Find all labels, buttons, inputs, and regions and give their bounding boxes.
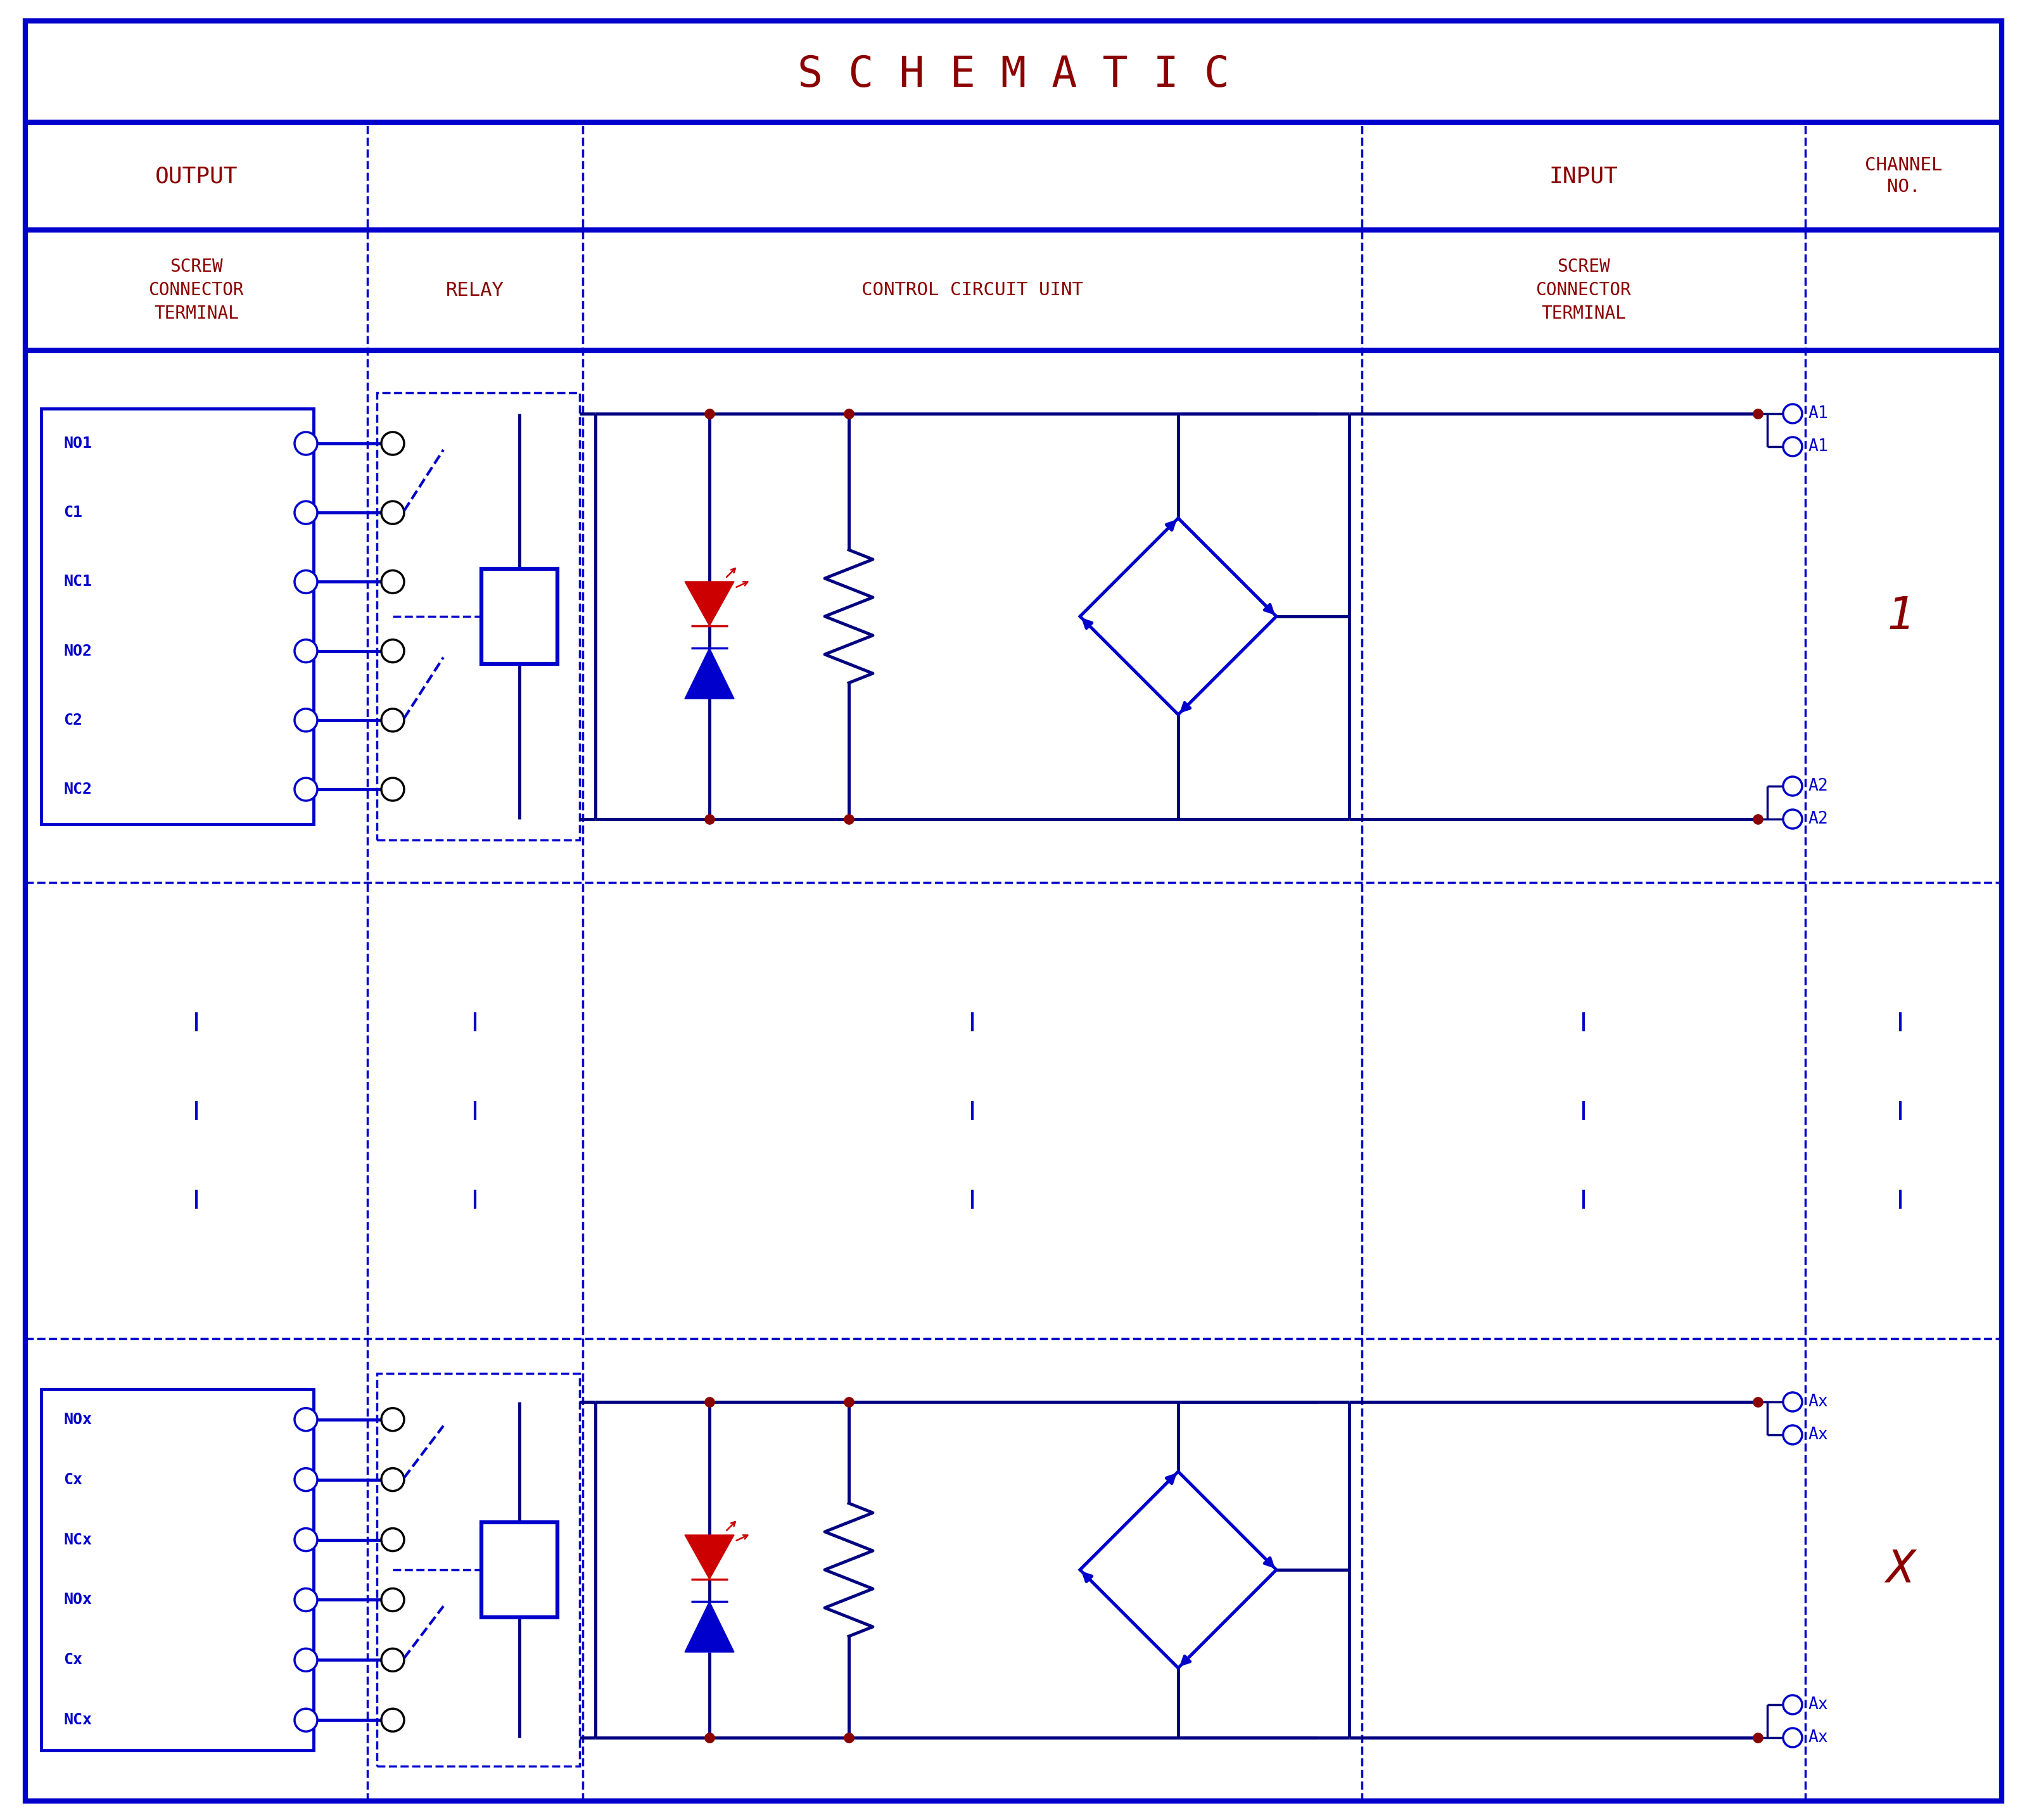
Text: NC2: NC2 <box>63 783 91 797</box>
Bar <box>41 410 314 824</box>
Text: SCREW
CONNECTOR
TERMINAL: SCREW CONNECTOR TERMINAL <box>148 258 243 322</box>
Text: NO2: NO2 <box>63 642 91 659</box>
Circle shape <box>294 431 318 455</box>
Text: S C H E M A T I C: S C H E M A T I C <box>797 55 1230 96</box>
Circle shape <box>381 639 403 662</box>
Circle shape <box>381 1409 403 1431</box>
Circle shape <box>381 1529 403 1551</box>
Circle shape <box>381 431 403 455</box>
Text: Cx: Cx <box>63 1653 83 1667</box>
Circle shape <box>294 1529 318 1551</box>
Text: CHANNEL
NO.: CHANNEL NO. <box>1865 157 1942 197</box>
Circle shape <box>294 1709 318 1731</box>
Bar <box>482 570 557 664</box>
Circle shape <box>294 500 318 524</box>
Circle shape <box>294 639 318 662</box>
Text: C2: C2 <box>63 713 83 728</box>
Text: A1: A1 <box>1808 406 1828 422</box>
Text: NCx: NCx <box>63 1713 91 1727</box>
Text: Ax: Ax <box>1808 1696 1828 1713</box>
Bar <box>482 1522 557 1618</box>
Polygon shape <box>685 1602 734 1653</box>
Circle shape <box>294 1469 318 1491</box>
Text: OUTPUT: OUTPUT <box>154 166 237 187</box>
Circle shape <box>381 708 403 732</box>
Bar <box>377 1374 580 1765</box>
Text: Ax: Ax <box>1808 1729 1828 1745</box>
Text: NCx: NCx <box>63 1532 91 1547</box>
Circle shape <box>294 1589 318 1611</box>
Text: NOx: NOx <box>63 1412 91 1427</box>
Circle shape <box>381 570 403 593</box>
Text: Cx: Cx <box>63 1472 83 1487</box>
Text: Ax: Ax <box>1808 1394 1828 1410</box>
Text: NOx: NOx <box>63 1592 91 1607</box>
Text: SCREW
CONNECTOR
TERMINAL: SCREW CONNECTOR TERMINAL <box>1536 258 1632 322</box>
Circle shape <box>381 777 403 801</box>
Text: C1: C1 <box>63 504 83 521</box>
Circle shape <box>294 1409 318 1431</box>
Circle shape <box>294 570 318 593</box>
Text: A2: A2 <box>1808 777 1828 794</box>
Text: A2: A2 <box>1808 812 1828 828</box>
Text: RELAY: RELAY <box>446 280 505 298</box>
Circle shape <box>294 777 318 801</box>
Circle shape <box>1784 1729 1802 1747</box>
Circle shape <box>1784 404 1802 424</box>
Circle shape <box>1784 1425 1802 1445</box>
Circle shape <box>1784 777 1802 795</box>
Text: NO1: NO1 <box>63 435 91 451</box>
Text: NC1: NC1 <box>63 573 91 590</box>
Bar <box>377 393 580 839</box>
Circle shape <box>381 1709 403 1731</box>
Text: X: X <box>1887 1549 1913 1592</box>
Circle shape <box>1784 1694 1802 1714</box>
Polygon shape <box>685 648 734 699</box>
Circle shape <box>381 1469 403 1491</box>
Circle shape <box>381 1589 403 1611</box>
Circle shape <box>1784 1392 1802 1410</box>
Bar <box>41 1389 314 1751</box>
Text: CONTROL CIRCUIT UINT: CONTROL CIRCUIT UINT <box>861 282 1082 298</box>
Circle shape <box>1784 810 1802 828</box>
Polygon shape <box>685 1534 734 1580</box>
Text: A1: A1 <box>1808 439 1828 455</box>
Circle shape <box>294 708 318 732</box>
Text: INPUT: INPUT <box>1549 166 1618 187</box>
Text: Ax: Ax <box>1808 1427 1828 1443</box>
Circle shape <box>294 1649 318 1671</box>
Polygon shape <box>685 582 734 626</box>
Circle shape <box>1784 437 1802 457</box>
Circle shape <box>381 1649 403 1671</box>
Circle shape <box>381 500 403 524</box>
Text: 1: 1 <box>1887 595 1913 639</box>
